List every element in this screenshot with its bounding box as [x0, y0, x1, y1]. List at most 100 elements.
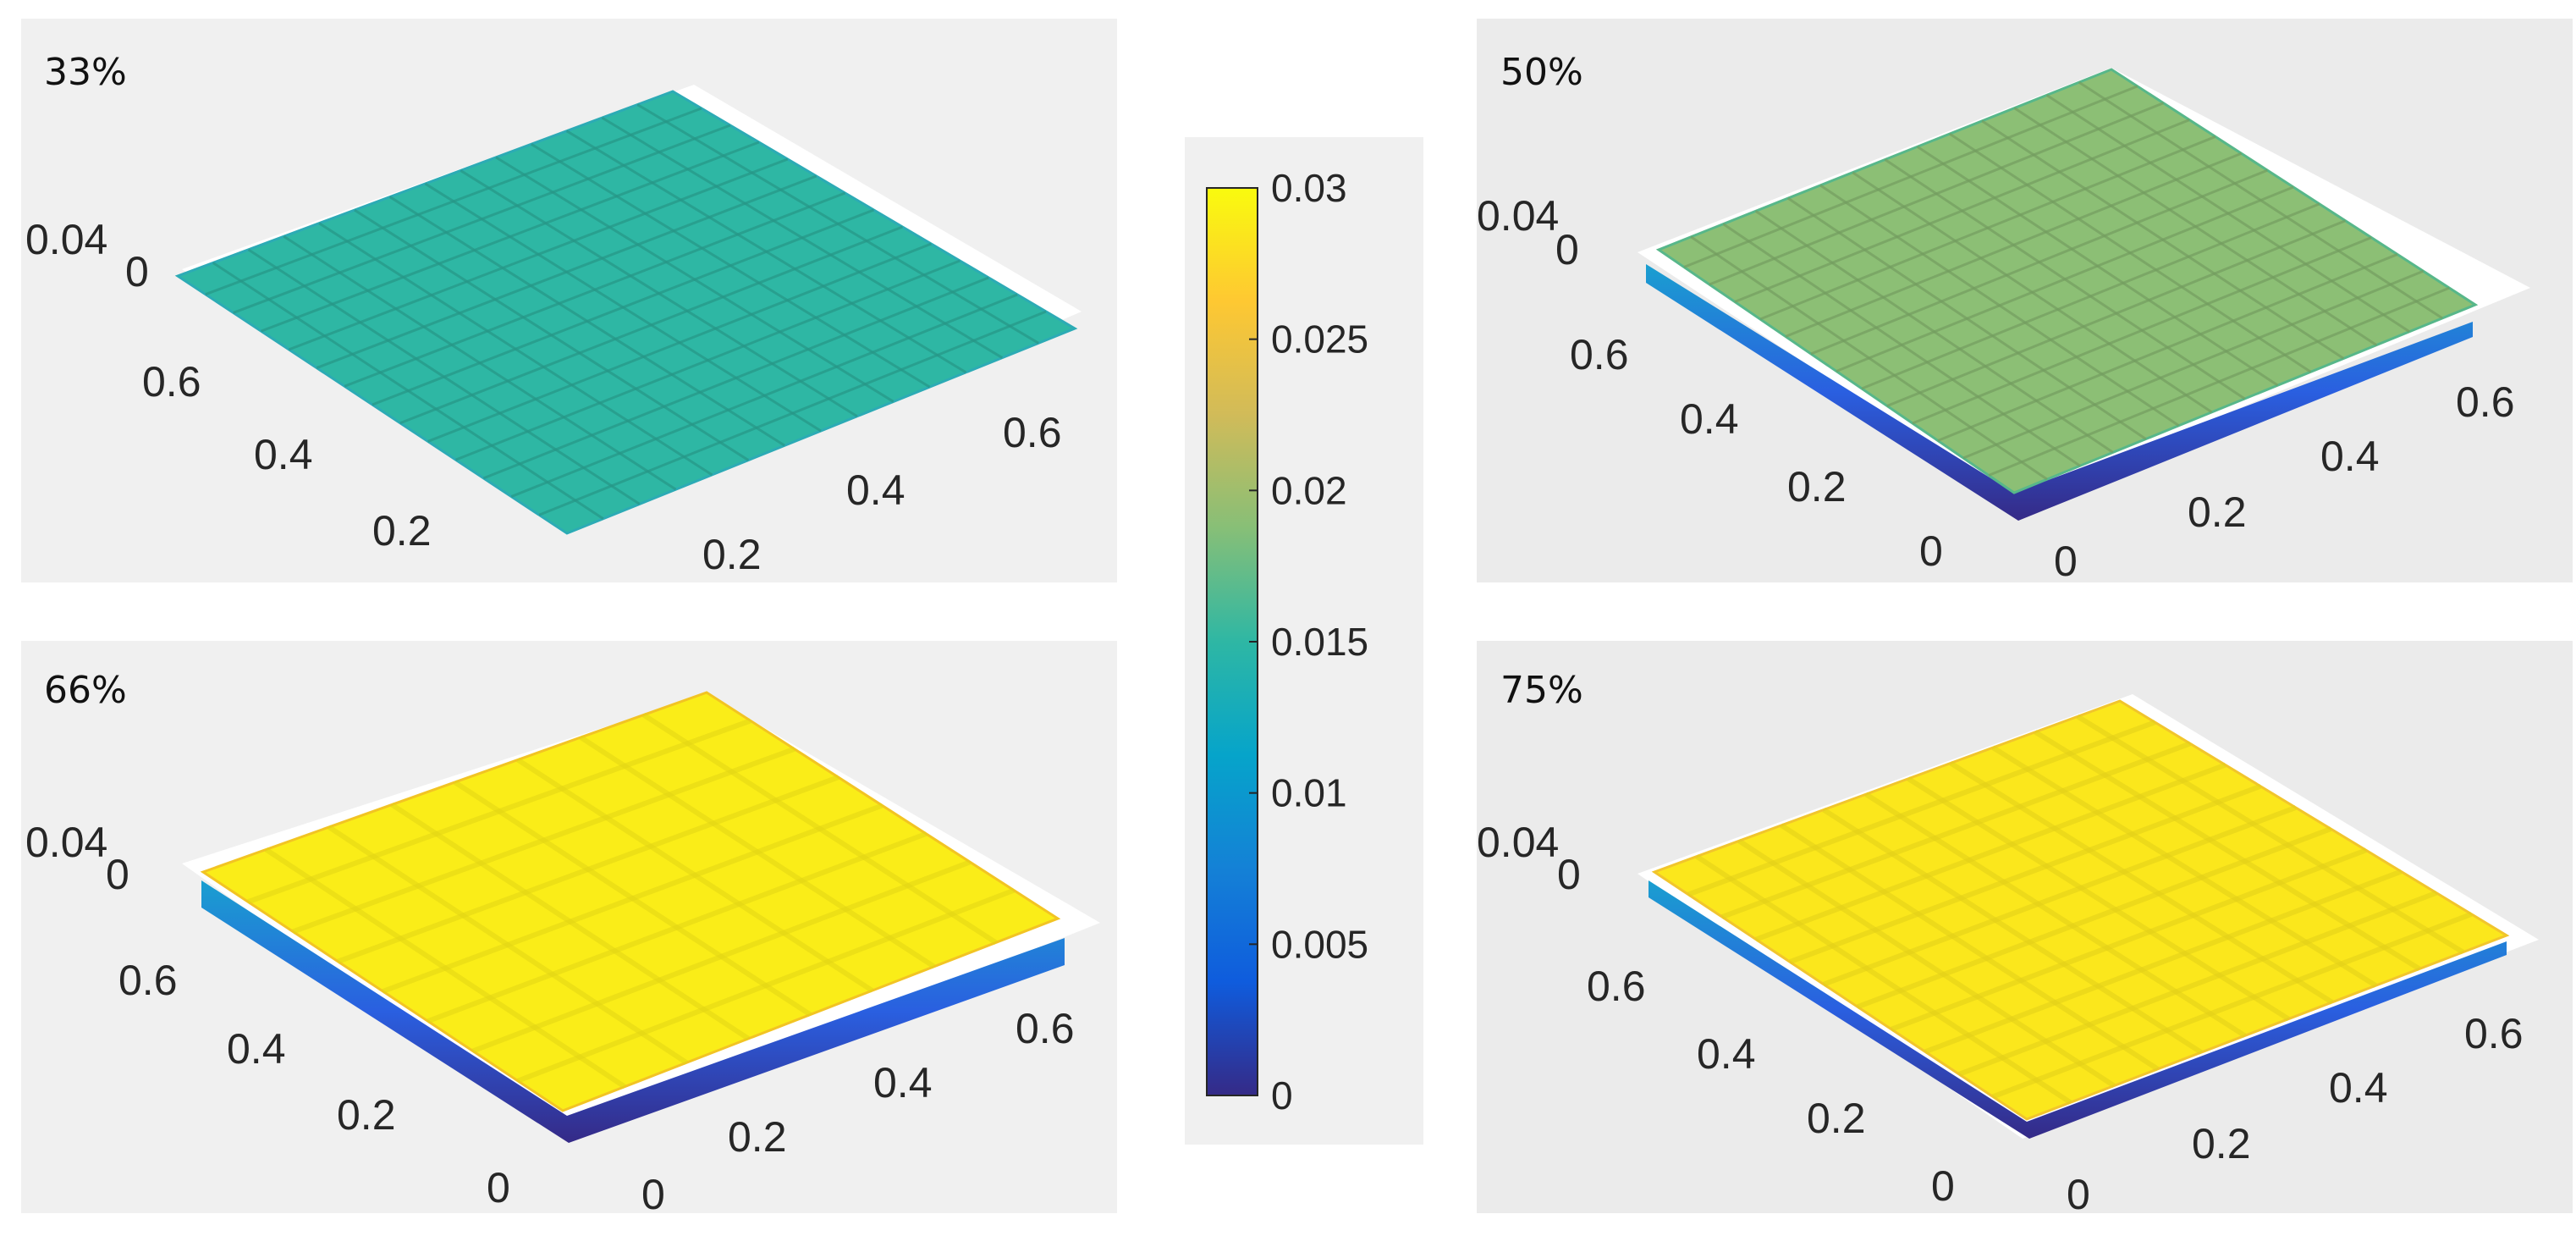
panel-33-label: 33% [44, 51, 127, 94]
p33-grid-line [482, 276, 989, 480]
panel-33-z-tick-1: 0 [125, 248, 149, 295]
panel-33-y-tick-1: 0.4 [254, 431, 313, 478]
p33-grid-line [427, 242, 932, 443]
panel-66-y-tick-2: 0.4 [227, 1025, 286, 1073]
panel-50: 50% 0.04 0 0 0.2 0.4 0.6 0 0.2 0.4 0.6 [1477, 19, 2573, 585]
p75-grid-line [1907, 776, 2290, 1022]
p33-grid-line [636, 103, 1039, 345]
p33-grid-line [531, 143, 931, 389]
colorbar-tick-label: 0.015 [1271, 620, 1368, 664]
panel-66-x-tick-1: 0.2 [728, 1113, 787, 1161]
colorbar-tick-label: 0.01 [1271, 771, 1347, 815]
panel-66-z-tick-1: 0 [106, 851, 129, 898]
p75-grid-line [1864, 792, 2247, 1038]
panel-33-x-tick-1: 0.4 [846, 466, 905, 514]
p33-grid-line [538, 310, 1047, 516]
panel-66-surface-side [201, 880, 1065, 1143]
p33-grid-line [460, 169, 858, 417]
p50-grid-line [2013, 107, 2378, 346]
p50-grid-line [1912, 236, 2372, 425]
p33-grid-line [565, 130, 967, 374]
colorbar-tick-label: 0.005 [1271, 922, 1368, 966]
panel-33-grid [205, 103, 1047, 520]
panel-75-z-tick-1: 0 [1557, 851, 1581, 898]
panel-50-x-tick-1: 0.2 [2188, 488, 2247, 536]
p50-grid-line [1916, 146, 2279, 387]
panel-75-x-tick-1: 0.2 [2192, 1120, 2251, 1167]
panel-50-label: 50% [1500, 51, 1583, 94]
panel-75-x-tick-3: 0.6 [2464, 1010, 2524, 1057]
panel-33-x-tick-0: 0.2 [702, 531, 762, 578]
panel-75-surface-side [1649, 880, 2507, 1139]
p75-grid-line [1949, 760, 2334, 1005]
panel-50-y-tick-3: 0.6 [1570, 331, 1629, 378]
p75-grid-line [2076, 714, 2465, 955]
panel-50-y-tick-0: 0 [1919, 527, 1943, 575]
p75-grid-line [1737, 838, 2116, 1089]
panel-50-surface [1646, 68, 2479, 521]
p33-grid-line [495, 156, 894, 403]
p50-grid-line [2045, 94, 2410, 333]
p75-grid-line [1991, 912, 2473, 1100]
panel-75-surface [1649, 699, 2510, 1139]
panel-66-z-tick-0: 0.04 [25, 819, 107, 866]
p33-grid-line [455, 259, 960, 461]
panel-75-y-tick-3: 0.6 [1587, 963, 1646, 1010]
panel-66-y-tick-3: 0.6 [118, 957, 178, 1004]
p75-grid-line [2034, 730, 2421, 972]
panel-66-x-tick-0: 0 [641, 1171, 665, 1218]
panel-75-x-tick-0: 0 [2067, 1171, 2090, 1218]
p75-grid-line [1788, 783, 2262, 964]
panel-33-y-tick-0: 0.2 [372, 507, 432, 555]
p75-grid-line [1780, 823, 2160, 1072]
p75-grid-line [1720, 741, 2192, 919]
panel-50-grid [1683, 80, 2450, 481]
panel-66-y-tick-1: 0.2 [337, 1091, 396, 1139]
colorbar-tick-label: 0 [1271, 1073, 1293, 1117]
p75-grid-line [1822, 808, 2203, 1055]
p33-grid-line [601, 116, 1004, 359]
panel-75-y-tick-0: 0 [1931, 1162, 1955, 1210]
p75-grid-line [1754, 762, 2226, 942]
panel-75-y-tick-1: 0.2 [1807, 1095, 1866, 1142]
p50-grid-line [1981, 119, 2345, 360]
panel-33: 33% 0.04 0 0.2 0.4 0.6 0.2 0.4 0.6 [21, 19, 1117, 582]
p50-grid-line [1937, 253, 2398, 442]
p75-grid-line [1822, 805, 2297, 987]
p66-grid-line [427, 831, 927, 1024]
p33-grid-line [399, 225, 903, 425]
p50-grid-line [1886, 219, 2346, 407]
panel-75: 75% 0.04 0 0 0.2 0.4 0.6 0 0.2 0.4 0.6 [1477, 641, 2573, 1218]
panel-66-x-tick-3: 0.6 [1016, 1005, 1075, 1052]
panel-75-y-tick-2: 0.4 [1697, 1030, 1756, 1078]
colorbar-ticks: 0.03 0.025 0.02 0.015 0.01 0.005 0 [1249, 166, 1368, 1117]
panel-50-y-tick-2: 0.4 [1680, 395, 1739, 443]
p50-grid-line [1988, 286, 2450, 477]
panel-33-y-tick-2: 0.6 [142, 358, 201, 406]
panel-66-surface [200, 691, 1065, 1143]
colorbar-tick-label: 0.03 [1271, 166, 1347, 210]
panel-75-grid [1687, 714, 2473, 1105]
panel-50-x-tick-3: 0.6 [2456, 378, 2515, 426]
colorbar-tick-label: 0.02 [1271, 468, 1347, 512]
p50-grid-line [1836, 185, 2294, 372]
p50-grid-line [1861, 202, 2320, 390]
p66-grid-line [382, 803, 883, 994]
panel-66: 66% 0.04 0 0 0.2 0.4 0.6 0 0.2 0.4 0.6 [21, 641, 1117, 1218]
p75-grid-line [1957, 890, 2437, 1077]
p75-grid-line [1687, 720, 2156, 897]
p75-grid-line [1695, 854, 2072, 1105]
p50-grid-line [1949, 132, 2312, 373]
p75-grid-line [1924, 869, 2403, 1055]
panel-75-label: 75% [1500, 669, 1583, 712]
panel-50-surface-side [1646, 264, 2473, 521]
panel-66-label: 66% [44, 669, 127, 712]
p75-grid-line [1991, 745, 2377, 988]
p75-grid-line [1890, 847, 2367, 1032]
panel-75-surface-top [1651, 699, 2510, 1121]
p33-grid-line [510, 293, 1018, 498]
panel-50-x-tick-2: 0.4 [2320, 433, 2380, 480]
p50-grid-line [1962, 269, 2425, 460]
colorbar-tick-label: 0.025 [1271, 317, 1368, 361]
